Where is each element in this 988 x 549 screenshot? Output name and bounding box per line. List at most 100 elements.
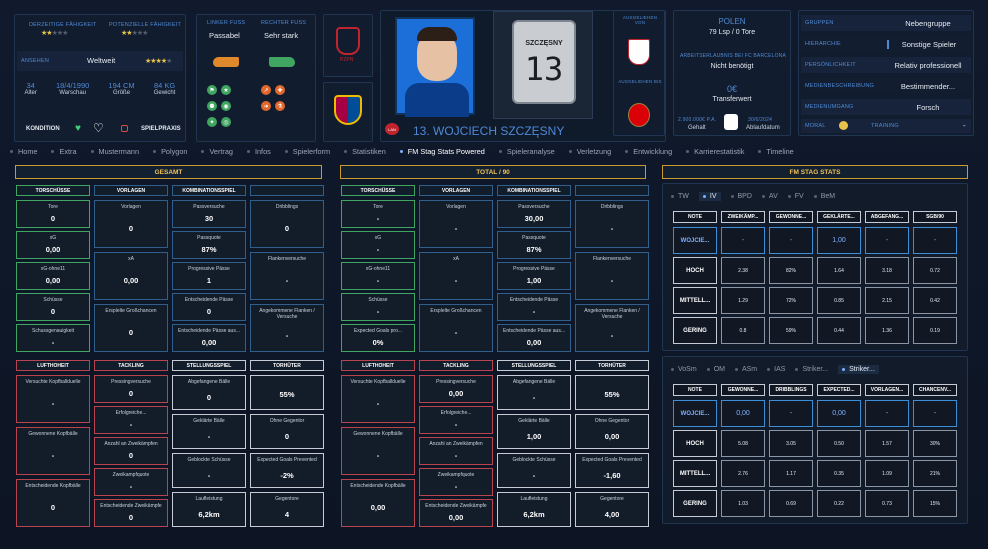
stat-cell[interactable]: Versuchte Kopfballduelle - (341, 375, 415, 423)
grid-header[interactable]: GEKLÄRTE... (817, 211, 861, 223)
role-tab[interactable]: ASm (734, 365, 757, 374)
stat-cell[interactable]: xG-ohne11 - (341, 262, 415, 290)
stat-cell[interactable]: Flankenversuche - (575, 252, 649, 300)
stat-cell[interactable]: Passquote 87% (497, 231, 571, 259)
tab-item[interactable]: Timeline (758, 147, 794, 156)
stat-cell[interactable]: Abgefangene Bälle - (497, 375, 571, 410)
tab-item[interactable]: Statistiken (344, 147, 386, 156)
stat-cell[interactable]: Entscheidende Kopfbälle 0 (16, 479, 90, 527)
tab-item[interactable]: Karrierestatistik (686, 147, 744, 156)
stat-cell[interactable]: Ersplelte Großchancen - (419, 304, 493, 352)
stat-cell[interactable]: Gegentore 4 (250, 492, 324, 527)
stat-cell[interactable]: Geblockte Schüsse - (497, 453, 571, 488)
player-name[interactable]: 13. WOJCIECH SZCZĘSNY (413, 124, 565, 138)
tab-item[interactable]: Mustermann (90, 147, 139, 156)
stat-cell[interactable]: Schüsse - (341, 293, 415, 321)
stat-cell[interactable]: Angekommene Flanken / Versuche - (575, 304, 649, 352)
stat-cell[interactable]: xG 0,00 (16, 231, 90, 259)
tab-item[interactable]: Vertrag (201, 147, 233, 156)
grid-header[interactable]: VORLAGEN... (865, 384, 909, 396)
stat-cell[interactable]: Ohne Gegentor 0 (250, 414, 324, 449)
stat-cell[interactable]: Vorlagen 0 (94, 200, 168, 248)
stat-cell[interactable]: Expected Goals pro... 0% (341, 324, 415, 352)
stat-cell[interactable]: Geblockte Schüsse - (172, 453, 246, 488)
role-tab[interactable]: Striker... (838, 365, 879, 374)
grid-header[interactable]: ZWEIKÄMP... (721, 211, 765, 223)
tab-item[interactable]: FM Stag Stats Powered (399, 147, 485, 156)
stat-cell[interactable]: xA - (419, 252, 493, 300)
stat-cell[interactable]: Laufleistung 6,2km (172, 492, 246, 527)
role-tab[interactable]: TW (671, 192, 689, 201)
stat-cell[interactable]: Angekommene Flanken / Versuche - (250, 304, 324, 352)
stat-cell[interactable]: Gewonnene Kopfbälle - (341, 427, 415, 475)
stat-cell[interactable]: Passversuche 30 (172, 200, 246, 228)
stat-cell[interactable]: Flankenversuche - (250, 252, 324, 300)
nation-name[interactable]: POLEN (718, 17, 746, 26)
stat-cell[interactable]: Entscheidende Pässe aus... 0,00 (497, 324, 571, 352)
stat-cell[interactable]: 55% (575, 375, 649, 410)
stat-cell[interactable]: Entscheidende Zweikämpfe 0,00 (419, 499, 493, 527)
stat-cell[interactable]: Anzahl an Zweikämpfen - (419, 437, 493, 465)
grid-header[interactable]: EXPECTED... (817, 384, 861, 396)
grid-header[interactable]: ABGEFANG... (865, 211, 909, 223)
stat-cell[interactable]: Expected Goals Prevented -1,60 (575, 453, 649, 488)
stat-cell[interactable]: xG-ohne11 0,00 (16, 262, 90, 290)
tab-item[interactable]: Home (10, 147, 37, 156)
stat-cell[interactable]: Entscheidende Kopfbälle 0,00 (341, 479, 415, 527)
grid-header[interactable]: SGB/90 (913, 211, 957, 223)
stat-cell[interactable]: Dribblings - (575, 200, 649, 248)
grid-header[interactable]: CHANCENV... (913, 384, 957, 396)
role-tab[interactable]: VoSm (671, 365, 697, 374)
stat-cell[interactable]: Versuchte Kopfballduelle - (16, 375, 90, 423)
tab-item[interactable]: Spielerform (284, 147, 330, 156)
stat-cell[interactable]: Tore - (341, 200, 415, 228)
role-tab[interactable]: Striker... (795, 365, 828, 374)
stat-cell[interactable]: Progressive Pässe 1 (172, 262, 246, 290)
grid-header[interactable]: GEWONNE... (769, 211, 813, 223)
stat-cell[interactable]: Tore 0 (16, 200, 90, 228)
stat-cell[interactable]: xG - (341, 231, 415, 259)
stat-cell[interactable]: 55% (250, 375, 324, 410)
stat-cell[interactable]: Entscheidende Pässe 0 (172, 293, 246, 321)
role-tab[interactable]: BPD (730, 192, 752, 201)
stat-cell[interactable]: Schüsse 0 (16, 293, 90, 321)
stat-cell[interactable]: Geklärte Bälle - (172, 414, 246, 449)
tab-item[interactable]: Entwicklung (625, 147, 672, 156)
role-tab[interactable]: AV (761, 192, 778, 201)
tab-item[interactable]: Extra (51, 147, 77, 156)
stat-cell[interactable]: Passquote 87% (172, 231, 246, 259)
stat-cell[interactable]: Laufleistung 6,2km (497, 492, 571, 527)
stat-cell[interactable]: Erfolgreiche... - (419, 406, 493, 434)
stat-cell[interactable]: Zweikampfquote - (94, 468, 168, 496)
stat-cell[interactable]: Entscheidende Zweikämpfe 0 (94, 499, 168, 527)
stat-cell[interactable]: xA 0,00 (94, 252, 168, 300)
grid-header[interactable]: NOTE (673, 384, 717, 396)
stat-cell[interactable]: Dribblings 0 (250, 200, 324, 248)
stat-cell[interactable]: Erfolgreiche... - (94, 406, 168, 434)
stat-cell[interactable]: Entscheidende Pässe - (497, 293, 571, 321)
stat-cell[interactable]: Gewonnene Kopfbälle - (16, 427, 90, 475)
stat-cell[interactable]: Entscheidende Pässe aus... 0,00 (172, 324, 246, 352)
tab-item[interactable]: Polygon (153, 147, 187, 156)
stat-cell[interactable]: Ersplelte Großchancen 0 (94, 304, 168, 352)
grid-header[interactable]: NOTE (673, 211, 717, 223)
grid-header[interactable]: GEWONNE... (721, 384, 765, 396)
stat-cell[interactable]: Passversuche 30,00 (497, 200, 571, 228)
stat-cell[interactable]: Expected Goals Prevented -2% (250, 453, 324, 488)
tab-item[interactable]: Spieleranalyse (498, 147, 555, 156)
stat-cell[interactable]: Anzahl an Zweikämpfen 0 (94, 437, 168, 465)
stat-cell[interactable]: Progressive Pässe 1,00 (497, 262, 571, 290)
role-tab[interactable]: BeM (813, 192, 835, 201)
role-tab[interactable]: FV (787, 192, 804, 201)
stat-cell[interactable]: Vorlagen - (419, 200, 493, 248)
role-tab[interactable]: OM (706, 365, 725, 374)
stat-cell[interactable]: Abgefangene Bälle 0 (172, 375, 246, 410)
stat-cell[interactable]: Zweikampfquote - (419, 468, 493, 496)
stat-cell[interactable]: Ohne Gegentor 0,00 (575, 414, 649, 449)
grid-header[interactable]: DRIBBLINGS (769, 384, 813, 396)
stat-cell[interactable]: Geklärte Bälle 1,00 (497, 414, 571, 449)
role-tab[interactable]: IAS (767, 365, 785, 374)
stat-cell[interactable]: Pressingversuche 0,00 (419, 375, 493, 403)
stat-cell[interactable]: Pressingversuche 0 (94, 375, 168, 403)
stat-cell[interactable]: Gegentore 4,00 (575, 492, 649, 527)
